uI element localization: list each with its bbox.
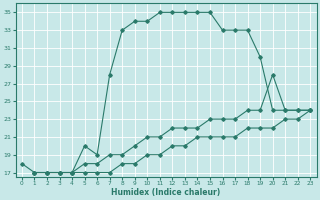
- X-axis label: Humidex (Indice chaleur): Humidex (Indice chaleur): [111, 188, 221, 197]
